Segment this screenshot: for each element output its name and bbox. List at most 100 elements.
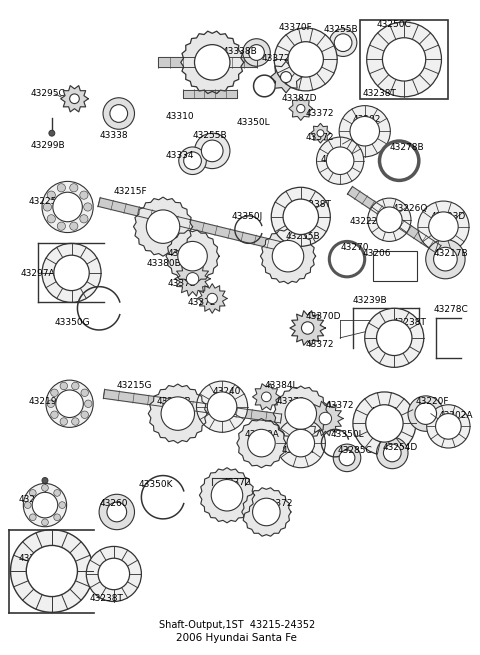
- Circle shape: [54, 255, 89, 291]
- Text: 43260: 43260: [99, 499, 128, 508]
- Text: 43285C: 43285C: [337, 446, 372, 455]
- Text: 43370D: 43370D: [306, 312, 341, 321]
- Circle shape: [42, 485, 48, 491]
- Circle shape: [32, 493, 58, 518]
- Circle shape: [24, 483, 67, 527]
- Circle shape: [110, 105, 128, 122]
- Text: 43220F: 43220F: [416, 397, 449, 406]
- Text: 43372: 43372: [325, 401, 354, 410]
- Circle shape: [29, 514, 36, 521]
- Circle shape: [70, 183, 78, 192]
- Circle shape: [211, 479, 243, 511]
- Circle shape: [326, 147, 354, 174]
- Circle shape: [98, 558, 130, 590]
- Circle shape: [42, 244, 101, 303]
- Circle shape: [161, 397, 194, 430]
- Circle shape: [46, 380, 93, 427]
- Polygon shape: [252, 384, 280, 410]
- Text: 43225B: 43225B: [28, 197, 63, 206]
- Text: 43226Q: 43226Q: [392, 204, 428, 213]
- Circle shape: [329, 29, 357, 56]
- Circle shape: [70, 94, 79, 103]
- Text: 43254: 43254: [321, 155, 349, 164]
- Text: 43255B: 43255B: [324, 25, 358, 34]
- Circle shape: [276, 419, 325, 468]
- Text: 43223D: 43223D: [431, 212, 466, 221]
- Circle shape: [179, 147, 206, 174]
- Text: 43384L: 43384L: [264, 381, 298, 390]
- Polygon shape: [133, 197, 192, 256]
- Circle shape: [80, 191, 88, 199]
- Circle shape: [418, 201, 469, 252]
- Circle shape: [80, 215, 88, 223]
- Circle shape: [333, 444, 361, 472]
- Circle shape: [186, 272, 199, 285]
- Polygon shape: [348, 187, 441, 253]
- Text: 43372: 43372: [264, 499, 293, 508]
- Polygon shape: [103, 390, 282, 423]
- Circle shape: [252, 498, 280, 526]
- Circle shape: [11, 530, 93, 612]
- Circle shape: [184, 152, 202, 170]
- Circle shape: [243, 39, 270, 66]
- Circle shape: [53, 192, 83, 222]
- Text: 43202A: 43202A: [439, 411, 473, 420]
- Circle shape: [319, 412, 332, 424]
- Circle shape: [57, 222, 65, 231]
- Circle shape: [54, 514, 60, 521]
- Circle shape: [248, 429, 275, 457]
- Text: 43295C: 43295C: [30, 89, 65, 98]
- Circle shape: [376, 437, 408, 469]
- Circle shape: [54, 489, 60, 496]
- Circle shape: [84, 203, 92, 211]
- Polygon shape: [242, 488, 291, 536]
- Text: 43255B: 43255B: [286, 232, 321, 240]
- Text: 43372: 43372: [306, 133, 334, 142]
- Text: 43239B: 43239B: [353, 295, 387, 305]
- Polygon shape: [197, 284, 227, 313]
- Text: 2006 Hyundai Santa Fe: 2006 Hyundai Santa Fe: [176, 633, 297, 643]
- Circle shape: [56, 390, 84, 417]
- Circle shape: [103, 98, 134, 129]
- Circle shape: [262, 392, 271, 402]
- Circle shape: [51, 389, 58, 396]
- Circle shape: [301, 322, 314, 334]
- Circle shape: [47, 400, 55, 407]
- Polygon shape: [175, 261, 210, 296]
- Text: 43334: 43334: [166, 151, 194, 160]
- Circle shape: [70, 222, 78, 231]
- Circle shape: [178, 242, 207, 271]
- Text: 43298A: 43298A: [18, 495, 53, 504]
- Text: 43370F: 43370F: [278, 23, 312, 32]
- Circle shape: [60, 383, 68, 390]
- Circle shape: [366, 405, 403, 442]
- Text: 43255B: 43255B: [156, 397, 191, 406]
- Polygon shape: [148, 384, 207, 443]
- Text: 43299B: 43299B: [30, 141, 65, 150]
- Text: 43372: 43372: [168, 279, 196, 288]
- Circle shape: [316, 137, 364, 184]
- Polygon shape: [98, 198, 282, 251]
- Text: 43372: 43372: [262, 54, 290, 64]
- Circle shape: [427, 405, 470, 448]
- Circle shape: [51, 411, 58, 419]
- Text: 43240: 43240: [212, 387, 240, 396]
- Circle shape: [297, 104, 305, 113]
- Circle shape: [194, 133, 230, 168]
- Circle shape: [283, 199, 319, 234]
- Polygon shape: [289, 97, 312, 121]
- Text: 43338B: 43338B: [222, 47, 257, 56]
- Circle shape: [384, 444, 401, 462]
- Text: 43250C: 43250C: [376, 20, 411, 29]
- Text: 43350L: 43350L: [237, 119, 270, 128]
- Polygon shape: [158, 58, 256, 67]
- Circle shape: [84, 400, 92, 407]
- Polygon shape: [308, 402, 343, 436]
- Text: 43219B: 43219B: [28, 397, 63, 406]
- Circle shape: [72, 418, 79, 425]
- Text: 43372: 43372: [188, 299, 216, 307]
- Circle shape: [274, 28, 337, 91]
- Circle shape: [365, 309, 424, 367]
- Text: 43278C: 43278C: [433, 305, 468, 314]
- Text: 43238T: 43238T: [392, 318, 426, 327]
